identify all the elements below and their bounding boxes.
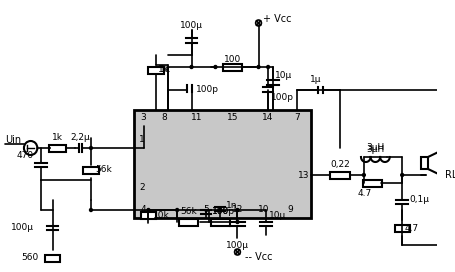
Bar (394, 224, 409, 231)
Bar (148, 66, 163, 73)
Text: 8: 8 (162, 113, 167, 122)
Text: 1: 1 (138, 135, 144, 144)
Circle shape (236, 209, 238, 212)
Text: 11: 11 (190, 113, 202, 122)
Circle shape (236, 221, 238, 224)
Text: 5: 5 (202, 206, 208, 215)
Text: 10µ: 10µ (274, 70, 292, 79)
Text: 2: 2 (139, 184, 144, 193)
Text: 100p: 100p (211, 208, 234, 217)
Text: 470: 470 (16, 150, 33, 159)
Text: 100µ: 100µ (226, 240, 248, 249)
Text: 100: 100 (223, 54, 241, 63)
Text: 9: 9 (287, 206, 293, 215)
Text: 1k: 1k (52, 134, 63, 143)
Text: RL: RL (444, 170, 455, 180)
Text: 3µH: 3µH (365, 144, 384, 153)
Bar (420, 157, 427, 169)
Circle shape (213, 66, 217, 69)
Text: 560: 560 (21, 254, 38, 262)
Text: -- Vcc: -- Vcc (245, 252, 272, 262)
Bar (222, 63, 242, 70)
Text: Uin: Uin (5, 135, 21, 145)
Text: 2,2µ: 2,2µ (71, 132, 90, 141)
Bar (329, 172, 349, 178)
Bar (179, 218, 198, 225)
Circle shape (266, 66, 269, 69)
Bar (49, 144, 66, 152)
Text: 1n: 1n (226, 200, 237, 209)
Text: 56k: 56k (180, 208, 197, 217)
Text: 0,22: 0,22 (329, 160, 349, 169)
Text: 10k: 10k (153, 211, 170, 220)
Text: 1k: 1k (158, 66, 169, 75)
Text: 100p: 100p (270, 92, 293, 101)
Circle shape (400, 174, 403, 177)
Text: 100: 100 (211, 208, 228, 217)
Circle shape (175, 209, 178, 212)
Text: 100µ: 100µ (10, 224, 33, 233)
Circle shape (147, 209, 150, 212)
Text: + Vcc: + Vcc (263, 14, 291, 24)
Text: 4.7: 4.7 (357, 188, 371, 197)
Bar (141, 212, 156, 218)
Text: 7: 7 (293, 113, 299, 122)
Text: 3: 3 (141, 113, 146, 122)
Bar (45, 255, 60, 261)
Circle shape (89, 147, 92, 150)
Text: 14: 14 (262, 113, 273, 122)
Text: 10: 10 (257, 206, 268, 215)
Bar (134, 110, 310, 218)
Text: 4,7: 4,7 (403, 224, 417, 233)
Circle shape (89, 209, 92, 212)
Text: 100p: 100p (196, 85, 219, 94)
Circle shape (257, 66, 259, 69)
Bar (83, 166, 98, 174)
Text: 12: 12 (231, 206, 243, 215)
Bar (362, 180, 381, 187)
Text: 15: 15 (227, 113, 238, 122)
Text: 10µ: 10µ (268, 211, 286, 220)
Bar (210, 218, 229, 225)
Text: 56k: 56k (96, 165, 112, 175)
Text: 1µ: 1µ (309, 76, 321, 85)
Text: 0,1µ: 0,1µ (409, 196, 429, 205)
Text: 3µH: 3µH (365, 143, 384, 152)
Circle shape (362, 174, 364, 177)
Text: 1k: 1k (160, 66, 171, 75)
Circle shape (190, 66, 192, 69)
Circle shape (218, 209, 221, 212)
Text: 100µ: 100µ (180, 20, 202, 29)
Text: 4: 4 (141, 206, 146, 215)
Text: 13: 13 (297, 171, 308, 180)
